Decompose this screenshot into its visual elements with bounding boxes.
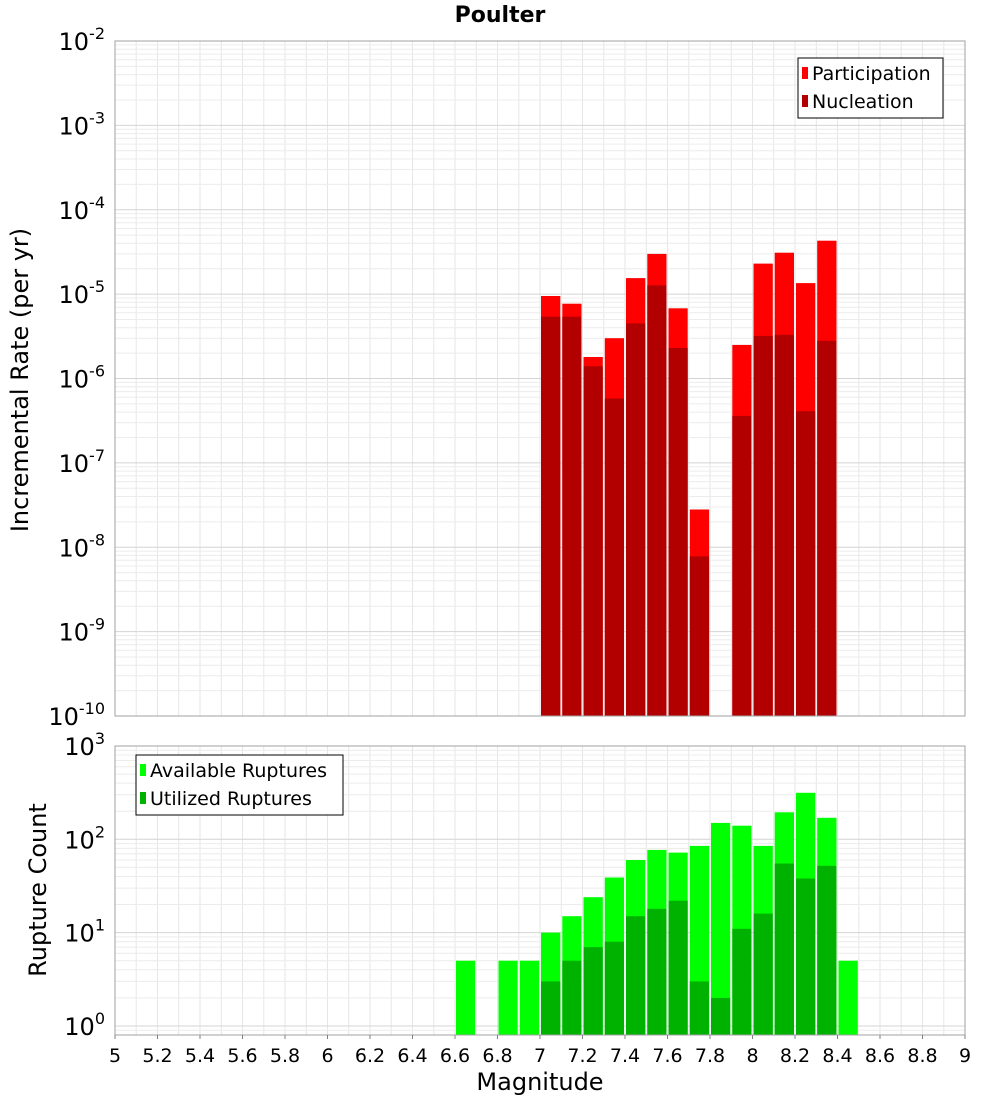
legend: Participation Nucleation <box>797 57 944 119</box>
x-tick-label: 8.8 <box>907 1045 937 1067</box>
plot-frame <box>114 40 966 717</box>
bar-available-ruptures <box>711 822 731 1035</box>
legend-label: Available Ruptures <box>150 760 327 782</box>
x-tick-label: 7.4 <box>610 1045 640 1067</box>
x-tick-label: 5.4 <box>185 1045 215 1067</box>
chart-title: Poulter <box>455 3 546 28</box>
bar-utilized-ruptures <box>668 900 688 1035</box>
bar-utilized-ruptures <box>732 928 752 1035</box>
bar-utilized-ruptures <box>774 863 794 1035</box>
bottom-y-axis-label: Rupture Count <box>24 803 52 977</box>
y-tick-label: 10-3 <box>59 108 106 140</box>
x-tick-label: 6 <box>321 1045 333 1067</box>
bar-nucleation <box>689 556 710 716</box>
y-tick-label: 10-4 <box>59 193 106 225</box>
y-tick-label: 10-6 <box>59 362 106 394</box>
bar-nucleation <box>647 285 667 716</box>
bar-available-ruptures <box>498 960 518 1035</box>
y-tick-label: 101 <box>64 916 105 948</box>
y-tick-label: 102 <box>64 822 105 854</box>
legend-box <box>797 57 944 119</box>
legend-label: Nucleation <box>812 91 914 113</box>
x-tick-label: 6.8 <box>482 1045 512 1067</box>
rate-panel: 10-2 10-3 10-4 10-5 10-6 10-7 10-8 10-9 10-10 Par… <box>48 24 966 731</box>
bar-nucleation <box>753 335 773 716</box>
legend-swatch <box>802 67 808 79</box>
bar-utilized-ruptures <box>689 981 710 1035</box>
x-tick-label: 8.4 <box>822 1045 852 1067</box>
legend-swatch <box>140 764 146 776</box>
y-tick-label: 100 <box>64 1009 105 1041</box>
bar-available-ruptures <box>456 960 476 1035</box>
bar-nucleation <box>796 411 816 716</box>
legend-box <box>135 754 344 816</box>
x-tick-label: 5.6 <box>227 1045 257 1067</box>
y-tick-label: 10-10 <box>48 699 105 731</box>
y-tick-label: 10-2 <box>59 24 106 56</box>
y-tick-label: 10-7 <box>59 446 106 478</box>
bar-utilized-ruptures <box>583 947 603 1035</box>
bar-utilized-ruptures <box>562 960 582 1035</box>
x-tick-label: 7.2 <box>567 1045 597 1067</box>
bar-available-ruptures <box>519 960 540 1035</box>
x-tick-label: 5 <box>109 1045 121 1067</box>
bar-nucleation <box>604 398 624 716</box>
bar-utilized-ruptures <box>796 878 816 1035</box>
legend: Available Ruptures Utilized Ruptures <box>135 754 344 816</box>
legend-swatch <box>802 95 808 107</box>
bar-nucleation <box>583 366 603 716</box>
bar-nucleation <box>541 316 561 716</box>
bar-nucleation <box>668 348 688 716</box>
bar-nucleation <box>626 323 646 716</box>
legend-swatch <box>140 792 146 804</box>
bar-utilized-ruptures <box>711 997 731 1035</box>
x-tick-label: 9 <box>959 1045 971 1067</box>
y-tick-label: 10-5 <box>59 277 106 309</box>
bar-utilized-ruptures <box>647 908 667 1035</box>
bar-utilized-ruptures <box>817 865 837 1035</box>
bar-utilized-ruptures <box>753 913 773 1035</box>
x-tick-label: 7 <box>534 1045 546 1067</box>
bar-nucleation <box>817 340 837 716</box>
top-y-axis-label: Incremental Rate (per yr) <box>6 228 34 532</box>
legend-label: Utilized Ruptures <box>150 788 312 810</box>
bar-utilized-ruptures <box>604 941 624 1035</box>
bar-utilized-ruptures <box>541 981 561 1035</box>
bar-nucleation <box>732 415 752 716</box>
bar-available-ruptures <box>838 960 858 1035</box>
x-tick-label: 6.4 <box>397 1045 427 1067</box>
x-axis-label: Magnitude <box>476 1068 603 1096</box>
bar-nucleation <box>774 334 794 716</box>
y-tick-label: 103 <box>64 729 105 761</box>
y-tick-label: 10-9 <box>59 615 106 647</box>
x-tick-label: 8 <box>746 1045 758 1067</box>
x-tick-label: 8.6 <box>865 1045 895 1067</box>
x-tick-label: 5.8 <box>270 1045 300 1067</box>
bar-utilized-ruptures <box>626 916 646 1035</box>
x-tick-label: 7.6 <box>652 1045 682 1067</box>
bar-nucleation <box>562 316 582 716</box>
x-tick-label: 7.8 <box>695 1045 725 1067</box>
x-tick-label: 6.2 <box>355 1045 385 1067</box>
y-tick-label: 10-8 <box>59 530 106 562</box>
legend-label: Participation <box>812 63 931 85</box>
x-tick-label: 8.2 <box>780 1045 810 1067</box>
x-tick-label: 6.6 <box>440 1045 470 1067</box>
x-tick-label: 5.2 <box>142 1045 172 1067</box>
